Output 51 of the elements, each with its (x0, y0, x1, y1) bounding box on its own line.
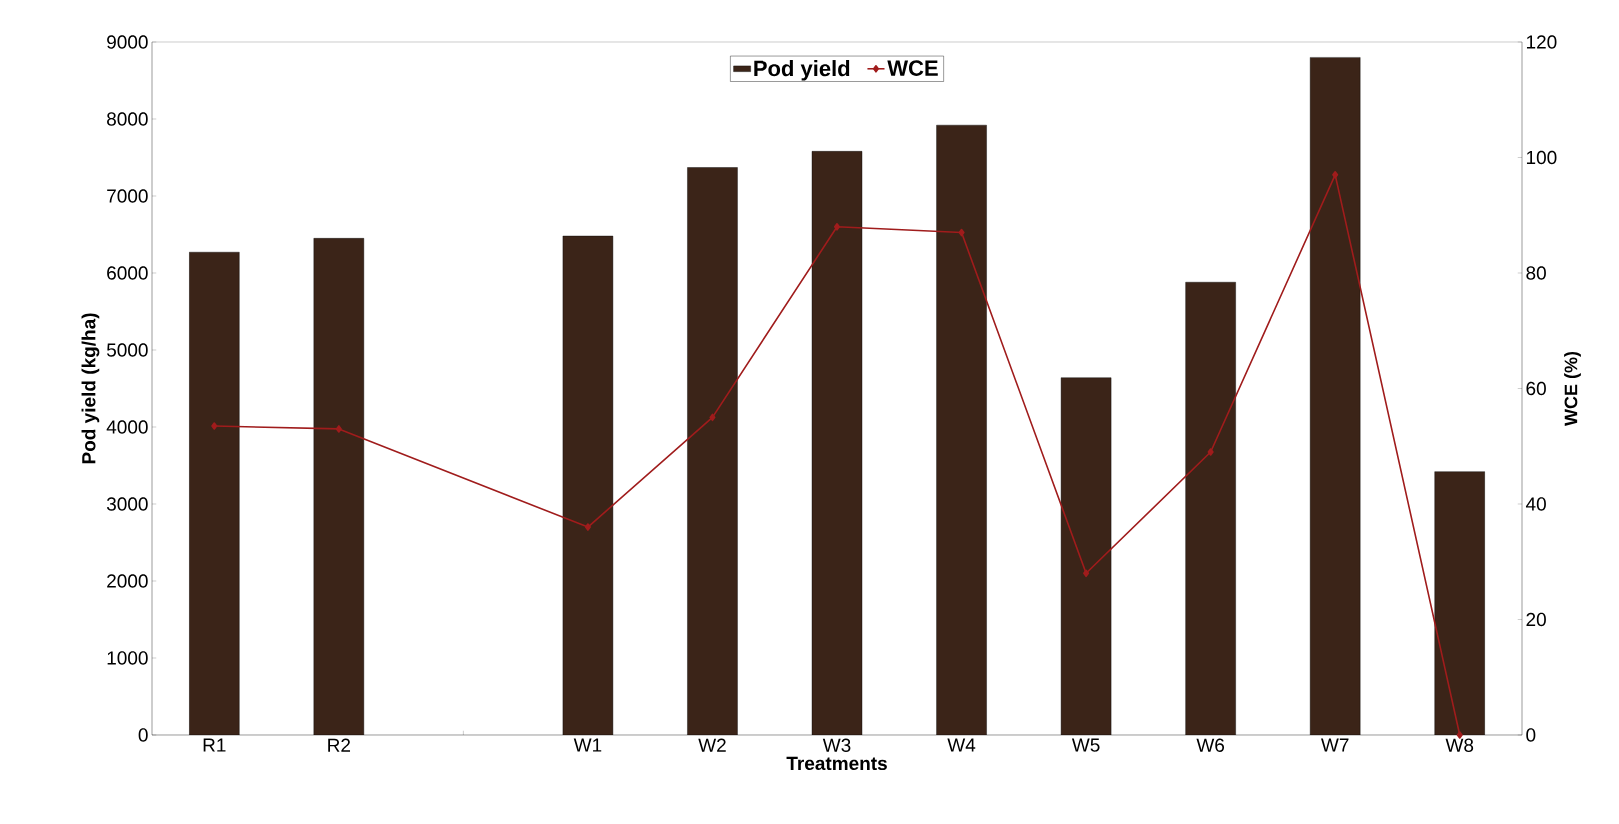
legend-label: Pod yield (754, 60, 850, 81)
point (1083, 569, 1090, 578)
y2-tick-label: 120 (1526, 35, 1557, 49)
bar (812, 151, 863, 735)
bar (1434, 471, 1485, 735)
bar (687, 167, 738, 735)
y-tick-label: 2000 (107, 574, 148, 588)
y2-tick-label: 40 (1525, 497, 1546, 511)
bar (936, 125, 987, 735)
bar (1061, 377, 1112, 735)
point (833, 222, 841, 231)
point (1207, 448, 1214, 456)
x-tick-label: R2 (328, 738, 351, 752)
bar (562, 236, 613, 735)
point (709, 413, 716, 422)
point (335, 425, 342, 433)
y2-tick-label: 100 (1526, 150, 1557, 165)
x-tick-label: W5 (1071, 738, 1100, 752)
x-axis-title: Treatments (786, 756, 887, 771)
y2-axis-title: WCE (%) (1564, 351, 1581, 426)
bar (189, 252, 240, 735)
x-tick-label: W6 (1196, 738, 1225, 752)
y-tick-label: 6000 (107, 266, 148, 280)
bar (313, 238, 364, 735)
y2-tick-label: 60 (1526, 381, 1546, 396)
y2-tick-label: 0 (1526, 728, 1536, 742)
legend-label: WCE (887, 60, 938, 76)
x-tick-label: R1 (203, 738, 226, 752)
point (1332, 171, 1339, 179)
y-axis-title: Pod yield (kg/ha) (81, 313, 100, 464)
y-tick-label: 9000 (107, 35, 148, 49)
y2-tick-label: 80 (1526, 266, 1546, 280)
x-tick-label: W2 (698, 738, 726, 752)
point (211, 422, 218, 430)
y-tick-label: 3000 (106, 497, 148, 511)
y-tick-label: 1000 (107, 651, 148, 665)
bar (1310, 57, 1361, 735)
x-tick-label: W3 (822, 738, 851, 752)
point (584, 523, 591, 531)
x-tick-label: W8 (1445, 738, 1474, 752)
x-tick-label: W1 (573, 738, 602, 752)
y-tick-label: 8000 (107, 112, 148, 126)
y-tick-label: 7000 (107, 189, 148, 203)
y-tick-label: 4000 (106, 420, 148, 434)
y-tick-label: 0 (138, 728, 148, 742)
bar (1185, 282, 1236, 735)
y-tick-label: 5000 (106, 343, 148, 357)
y2-tick-label: 20 (1526, 612, 1546, 627)
point (958, 228, 965, 237)
x-tick-label: W7 (1321, 738, 1349, 752)
x-tick-label: W4 (947, 738, 976, 752)
